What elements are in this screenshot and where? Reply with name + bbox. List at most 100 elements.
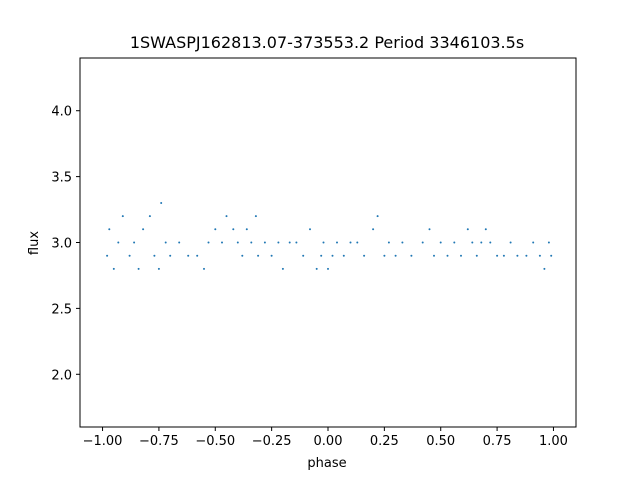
data-point [509, 241, 512, 244]
data-point [410, 254, 413, 257]
x-tick-label: 0.25 [370, 434, 399, 449]
data-point [372, 228, 375, 231]
data-point [538, 254, 541, 257]
x-tick-label: 0.00 [314, 434, 343, 449]
data-point [160, 202, 163, 204]
plot-frame [79, 57, 577, 428]
data-point [164, 241, 167, 244]
data-point [475, 254, 478, 257]
data-point [142, 228, 145, 231]
data-point [466, 228, 469, 231]
data-point [245, 228, 248, 231]
data-point [236, 241, 239, 244]
data-point [270, 254, 273, 257]
x-tick-label: −1.00 [83, 434, 123, 449]
data-point [232, 228, 235, 231]
data-point [133, 241, 136, 244]
x-tick-label: 0.75 [483, 434, 512, 449]
data-point [433, 254, 435, 257]
data-point [532, 241, 535, 244]
data-point [121, 215, 124, 218]
data-point [203, 267, 205, 270]
data-point [106, 254, 109, 257]
data-point [327, 267, 329, 270]
y-tick-label: 2.0 [51, 368, 72, 383]
data-point [421, 241, 424, 244]
data-point [428, 228, 431, 231]
data-point [484, 228, 487, 231]
data-point [550, 254, 553, 257]
data-point [281, 267, 284, 270]
data-point [516, 254, 519, 257]
x-tick-label: 1.00 [539, 434, 568, 449]
data-point [349, 241, 352, 244]
data-point [288, 241, 291, 244]
data-point [302, 254, 305, 257]
data-point [277, 241, 280, 244]
data-point [439, 241, 442, 244]
data-point [196, 254, 199, 257]
y-tick-label: 3.5 [51, 171, 72, 186]
data-point [387, 241, 390, 244]
data-point [241, 254, 244, 257]
data-point [178, 241, 181, 244]
x-axis-label: phase [307, 456, 346, 471]
data-point [108, 228, 111, 231]
data-point [525, 254, 528, 257]
data-point [383, 254, 386, 257]
x-axis: −1.00 −0.75 −0.50 −0.25 0.00 0.25 0.50 0.75 1.00 [83, 427, 568, 449]
data-point [187, 254, 190, 257]
data-point [543, 267, 546, 270]
data-point [331, 254, 334, 257]
y-tick-label: 2.5 [51, 302, 72, 317]
data-point [547, 241, 550, 244]
data-point [117, 241, 120, 244]
data-point [401, 241, 404, 244]
data-point [342, 254, 345, 257]
data-point [263, 241, 266, 244]
data-point [489, 241, 492, 244]
data-point [480, 241, 483, 244]
data-point [157, 267, 160, 270]
x-tick-label: 0.50 [426, 434, 455, 449]
data-point [460, 254, 462, 257]
data-point [320, 254, 323, 257]
data-point [112, 267, 115, 270]
chart-title: 1SWASPJ162813.07-373553.2 Period 3346103… [130, 33, 524, 52]
y-axis: 2.0 2.5 3.0 3.5 4.0 [51, 105, 80, 383]
data-point [128, 254, 131, 257]
data-point [309, 228, 311, 231]
data-point [214, 228, 217, 231]
data-point [376, 215, 379, 218]
data-points [106, 202, 553, 270]
data-point [496, 254, 499, 257]
data-point [221, 241, 223, 244]
data-point [453, 241, 456, 244]
x-tick-label: −0.25 [252, 434, 292, 449]
data-point [336, 241, 338, 244]
data-point [322, 241, 325, 244]
data-point [502, 254, 505, 257]
data-point [254, 215, 257, 218]
data-point [363, 254, 366, 257]
data-point [169, 254, 172, 257]
data-point [250, 241, 253, 244]
data-point [148, 215, 151, 218]
x-tick-label: −0.75 [139, 434, 179, 449]
y-tick-label: 4.0 [51, 105, 72, 120]
y-axis-label: flux [27, 231, 42, 255]
data-point [394, 254, 397, 257]
y-tick-label: 3.0 [51, 237, 72, 252]
x-tick-label: −0.50 [195, 434, 235, 449]
data-point [315, 267, 318, 270]
data-point [295, 241, 298, 244]
data-point [225, 215, 228, 218]
data-point [153, 254, 156, 257]
data-point [471, 241, 474, 244]
data-point [207, 241, 210, 244]
data-point [356, 241, 359, 244]
data-point [137, 267, 140, 270]
data-point [257, 254, 260, 257]
data-point [446, 254, 449, 257]
